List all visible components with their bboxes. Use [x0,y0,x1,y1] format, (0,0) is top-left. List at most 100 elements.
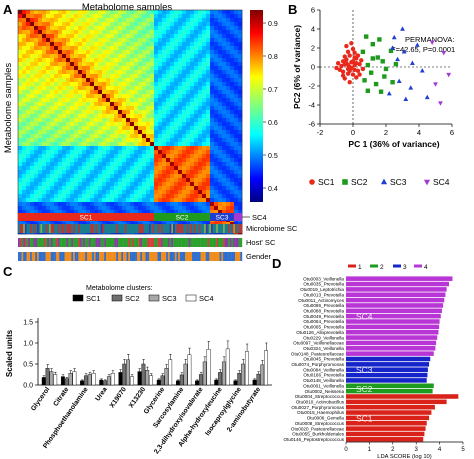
heatmap-cell [110,26,115,31]
track-segment [154,238,157,247]
track-segment [78,224,81,233]
heatmap-cell [226,98,231,103]
track-segment [109,252,112,261]
heatmap-cell [58,26,63,31]
lda-bar-group-4 [346,313,441,319]
track-segment [212,238,215,247]
heatmap-cell [222,62,227,67]
heatmap-cell [130,30,135,35]
heatmap-cell [238,130,243,135]
heatmap-cell [158,134,163,139]
heatmap-cell [134,198,139,203]
heatmap-cell [26,22,31,27]
heatmap-cell [142,46,147,51]
heatmap-cell [138,106,143,111]
heatmap-cell [134,82,139,87]
heatmap-cell [118,50,123,55]
heatmap-cell [122,10,127,15]
heatmap-cell [178,18,183,23]
heatmap-cell [194,206,199,211]
heatmap-cell [230,98,235,103]
heatmap-cell [226,86,231,91]
heatmap-cell [178,10,183,15]
heatmap-cell [238,94,243,99]
heatmap-cell [58,22,63,27]
heatmap-cell [154,202,159,207]
heatmap-cell [38,54,43,59]
heatmap-cell [210,46,215,51]
lda-taxon-label: Otu0008_Streptococcus [295,421,345,426]
heatmap-cell [122,18,127,23]
heatmap-cell [114,86,119,91]
bar-sc2 [122,363,127,386]
track-segment [148,224,151,233]
heatmap-cell [74,42,79,47]
heatmap-cell [38,126,43,131]
scatter-point-sc2 [370,42,375,47]
heatmap-cell [62,174,67,179]
heatmap-cell [146,50,151,55]
y-tick-label: 0.5 [23,362,33,369]
heatmap-cell [158,130,163,135]
heatmap-cell [210,178,215,183]
heatmap-cell [178,210,183,215]
heatmap-cell [26,154,31,159]
heatmap-cell [110,190,115,195]
heatmap-cell [42,54,47,59]
track-segment [188,238,191,247]
heatmap-cell [218,42,223,47]
track-segment [33,252,36,261]
heatmap-cell [38,182,43,187]
track-segment [57,224,60,233]
heatmap-cell [126,82,131,87]
heatmap-cell [182,126,187,131]
y-tick-label: 2 [311,44,315,53]
heatmap-cell [154,82,159,87]
heatmap-cell [162,158,167,163]
heatmap-cell [22,126,27,131]
heatmap-cell [114,22,119,27]
heatmap-cell [26,34,31,39]
heatmap-cell [194,122,199,127]
heatmap-cell [98,18,103,23]
heatmap-cell [198,174,203,179]
x-tick-label: 2 [384,128,388,137]
heatmap-cell [150,78,155,83]
y-tick-label: -2 [308,82,315,91]
heatmap-cell [202,14,207,19]
heatmap-cell [146,34,151,39]
heatmap-cell [158,138,163,143]
heatmap-cell [226,54,231,59]
heatmap-cell [182,46,187,51]
heatmap-cell [130,190,135,195]
track-segment [76,252,79,261]
heatmap-cell [18,122,23,127]
heatmap-cell [126,210,131,215]
heatmap-cell [190,70,195,75]
heatmap-cell [170,22,175,27]
heatmap-cell [82,114,87,119]
heatmap-cell [138,74,143,79]
heatmap-cell [210,66,215,71]
heatmap-cell [158,42,163,47]
heatmap-cell [110,158,115,163]
heatmap-cell [194,114,199,119]
bar-sc1 [156,379,161,386]
heatmap-cell [178,50,183,55]
heatmap-cell [234,190,239,195]
bar-sc2 [237,373,242,386]
heatmap-cell [222,106,227,111]
heatmap-cell [22,38,27,43]
colorbar-tick-label: 0.6 [268,120,278,127]
track-segment [143,224,146,233]
heatmap-cell [38,150,43,155]
scatter-point-sc1 [337,67,342,73]
heatmap-cell [130,174,135,179]
heatmap-cell [170,34,175,39]
heatmap-cell [210,158,215,163]
heatmap-cell [182,166,187,171]
heatmap-cell [134,146,139,151]
heatmap-cell [94,174,99,179]
heatmap-cell [182,102,187,107]
heatmap-cell [102,102,107,107]
